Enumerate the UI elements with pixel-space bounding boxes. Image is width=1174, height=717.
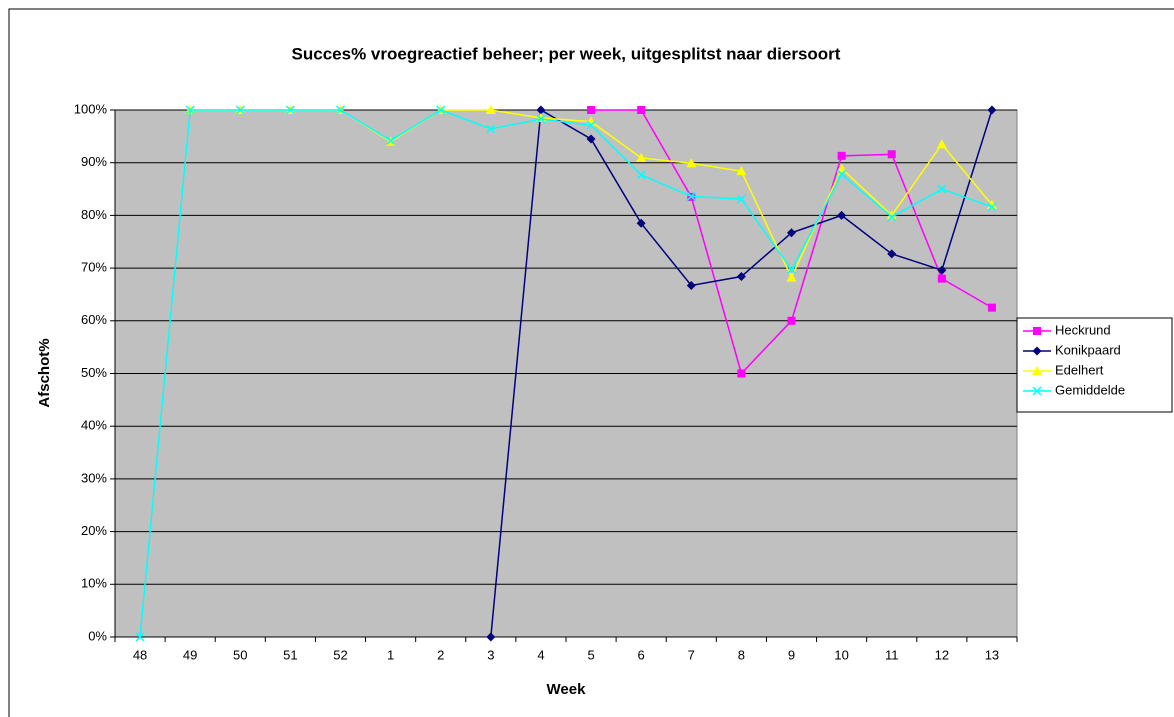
legend <box>1016 317 1173 413</box>
point <box>887 212 897 222</box>
x-tick-label: 5 <box>587 647 594 662</box>
legend-marker <box>1033 327 1041 335</box>
point <box>887 150 896 159</box>
x-tick-label: 13 <box>985 647 999 662</box>
point <box>936 139 947 149</box>
point <box>135 632 145 642</box>
point <box>686 158 697 168</box>
point <box>837 169 847 179</box>
y-tick-label: 90% <box>81 154 107 169</box>
x-tick-label: 6 <box>638 647 645 662</box>
point <box>886 210 897 220</box>
y-tick-label: 60% <box>81 312 107 327</box>
point <box>636 170 646 180</box>
point <box>836 163 847 173</box>
point <box>536 105 546 115</box>
point <box>987 202 997 212</box>
legend-label: Konikpaard <box>1055 342 1121 357</box>
x-tick-label: 8 <box>738 647 745 662</box>
legend-label: Edelhert <box>1055 362 1104 377</box>
point <box>436 105 446 115</box>
x-tick-label: 9 <box>788 647 795 662</box>
point <box>485 105 496 114</box>
x-tick-label: 51 <box>283 647 297 662</box>
x-tick-label: 11 <box>885 647 899 662</box>
y-tick-label: 10% <box>81 576 107 591</box>
point <box>235 105 245 115</box>
point <box>486 632 496 642</box>
x-tick-label: 3 <box>487 647 494 662</box>
y-tick-label: 100% <box>74 101 108 116</box>
point <box>736 272 746 282</box>
y-tick-label: 80% <box>81 207 107 222</box>
x-tick-label: 50 <box>233 647 247 662</box>
point <box>937 184 947 194</box>
point <box>486 124 496 134</box>
point <box>686 280 696 290</box>
point <box>787 228 796 238</box>
point <box>987 105 997 115</box>
point <box>637 106 646 114</box>
point <box>586 120 596 130</box>
point <box>285 105 295 115</box>
y-axis-title: Afschot% <box>36 338 53 407</box>
legend-label: Heckrund <box>1055 322 1111 337</box>
x-tick-label: 10 <box>834 647 848 662</box>
x-tick-label: 2 <box>437 647 444 662</box>
point <box>937 274 946 283</box>
point <box>636 152 647 162</box>
y-tick-label: 70% <box>81 260 107 275</box>
point <box>536 114 546 124</box>
point <box>837 210 847 220</box>
series-line <box>139 109 993 638</box>
point <box>587 106 596 114</box>
point <box>786 265 797 275</box>
y-tick-label: 0% <box>88 628 107 643</box>
x-tick-label: 1 <box>387 647 394 662</box>
point <box>786 272 797 282</box>
point <box>837 151 846 160</box>
x-tick-label: 49 <box>183 647 197 662</box>
x-tick-label: 12 <box>935 647 949 662</box>
y-tick-label: 50% <box>81 365 107 380</box>
point <box>636 218 646 228</box>
y-tick-label: 40% <box>81 418 107 433</box>
point <box>737 369 746 378</box>
x-axis-title: Week <box>547 681 587 698</box>
point <box>736 166 747 176</box>
point <box>686 191 696 201</box>
x-tick-label: 4 <box>537 647 544 662</box>
point <box>987 303 996 312</box>
point <box>586 134 596 144</box>
point <box>386 136 396 146</box>
legend-label: Gemiddelde <box>1055 382 1125 397</box>
point <box>185 105 195 115</box>
x-tick-label: 48 <box>133 647 147 662</box>
chart-title: Succes% vroegreactief beheer; per week, … <box>292 44 841 63</box>
y-tick-label: 20% <box>81 523 107 538</box>
point <box>887 249 897 259</box>
legend-marker <box>1032 366 1042 375</box>
x-tick-label: 52 <box>333 647 347 662</box>
point <box>736 194 746 204</box>
x-tick-label: 7 <box>688 647 695 662</box>
legend-marker <box>1032 386 1042 396</box>
point <box>787 316 796 325</box>
point <box>335 105 346 115</box>
y-tick-label: 30% <box>81 470 107 485</box>
legend-marker <box>1032 346 1042 356</box>
point <box>937 265 947 275</box>
